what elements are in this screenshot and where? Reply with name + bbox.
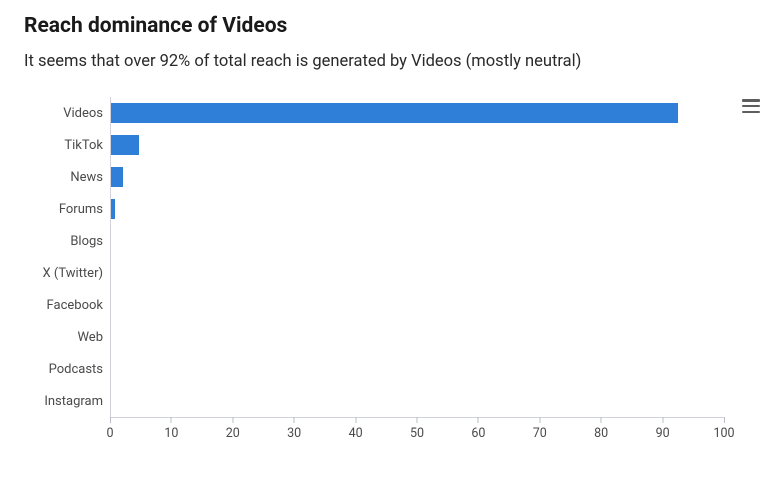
x-tick: 50: [410, 418, 424, 441]
category-label: Forums: [19, 202, 103, 217]
category-label: Instagram: [19, 394, 103, 409]
chart-row: Podcasts: [111, 353, 724, 385]
chart-row: TikTok: [111, 129, 724, 161]
bar: [111, 135, 139, 155]
chart-row: X (Twitter): [111, 257, 724, 289]
category-label: Web: [19, 330, 103, 345]
x-tick: 0: [106, 418, 113, 441]
chart-row: Instagram: [111, 385, 724, 417]
category-label: X (Twitter): [19, 266, 103, 281]
x-tick: 10: [164, 418, 178, 441]
chart-row: Blogs: [111, 225, 724, 257]
x-tick: 40: [349, 418, 363, 441]
chart-subtitle: It seems that over 92% of total reach is…: [24, 52, 760, 71]
category-label: Blogs: [19, 234, 103, 249]
category-label: Videos: [19, 106, 103, 121]
x-tick: 80: [594, 418, 608, 441]
bar: [111, 103, 678, 123]
x-tick: 100: [713, 418, 734, 441]
x-tick: 30: [287, 418, 301, 441]
x-tick: 60: [471, 418, 485, 441]
x-tick: 90: [656, 418, 670, 441]
chart-row: Facebook: [111, 289, 724, 321]
chart-row: Forums: [111, 193, 724, 225]
chart: VideosTikTokNewsForumsBlogsX (Twitter)Fa…: [24, 97, 760, 446]
category-label: TikTok: [19, 138, 103, 153]
chart-row: Web: [111, 321, 724, 353]
x-tick: 20: [226, 418, 240, 441]
bar: [111, 167, 123, 187]
plot-area: VideosTikTokNewsForumsBlogsX (Twitter)Fa…: [110, 97, 724, 417]
x-tick: 70: [533, 418, 547, 441]
bar: [111, 199, 115, 219]
category-label: Podcasts: [19, 362, 103, 377]
chart-title: Reach dominance of Videos: [24, 14, 760, 38]
x-axis: 0102030405060708090100: [110, 417, 724, 446]
hamburger-menu-icon[interactable]: [742, 99, 760, 113]
chart-row: News: [111, 161, 724, 193]
chart-row: Videos: [111, 97, 724, 129]
category-label: News: [19, 170, 103, 185]
category-label: Facebook: [19, 298, 103, 313]
